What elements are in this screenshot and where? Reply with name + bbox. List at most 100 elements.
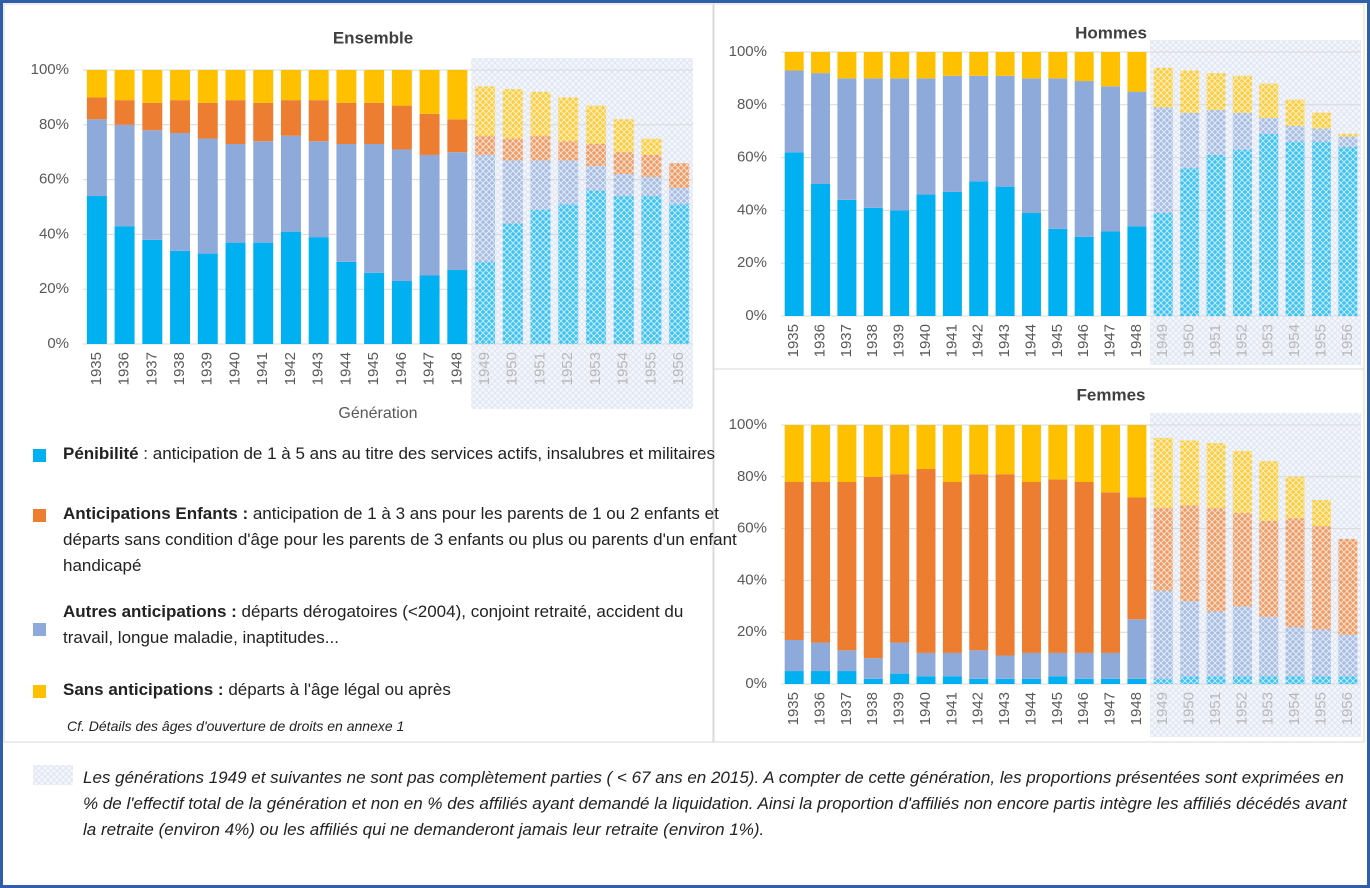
x-tick-label: 1940 — [917, 692, 934, 725]
bar-segment — [890, 78, 910, 211]
x-tick-label: 1943 — [310, 352, 327, 385]
bar-segment — [86, 97, 107, 120]
legend-description: départs dérogatoires (<2004), conjoint r… — [63, 602, 684, 647]
hatch-overlay — [1153, 437, 1173, 508]
legend-swatch — [33, 685, 46, 698]
bar-segment — [391, 280, 412, 344]
bar-segment — [1048, 78, 1068, 229]
legend-item: Anticipations Enfants : anticipation de … — [33, 501, 738, 579]
bar-segment — [447, 70, 468, 120]
bar-segment — [142, 239, 163, 344]
y-tick-label: 60% — [737, 149, 767, 166]
bar-segment — [1127, 678, 1147, 684]
bar-segment — [890, 210, 910, 316]
hatch-overlay — [1232, 149, 1252, 316]
hatch-overlay — [1338, 136, 1358, 148]
x-tick-label: 1947 — [1102, 324, 1119, 357]
x-tick-label: 1950 — [1181, 324, 1198, 357]
bar-segment — [837, 199, 857, 316]
hatch-overlay — [1180, 676, 1200, 684]
x-tick-label: 1938 — [864, 692, 881, 725]
bar-segment — [170, 100, 191, 134]
legend-swatch — [33, 449, 46, 462]
bar-segment — [1021, 678, 1041, 684]
hatch-overlay — [585, 165, 606, 191]
hatch-overlay — [475, 135, 496, 155]
x-tick-label: 1953 — [1260, 692, 1277, 725]
hatch-overlay — [1311, 629, 1331, 677]
bar-segment — [890, 642, 910, 674]
bar-segment — [142, 130, 163, 240]
y-tick-label: 60% — [737, 520, 767, 537]
x-tick-label: 1941 — [254, 352, 271, 385]
bar-segment — [995, 425, 1015, 475]
bar-segment — [197, 70, 218, 103]
x-tick-label: 1947 — [421, 352, 438, 385]
y-tick-label: 80% — [39, 116, 69, 133]
hatch-overlay — [502, 223, 523, 344]
bar-segment — [1101, 52, 1121, 87]
x-tick-label: 1946 — [1075, 324, 1092, 357]
hatch-overlay — [641, 196, 662, 344]
hatch-overlay — [1338, 634, 1358, 677]
hatch-overlay — [613, 196, 634, 344]
legend-item: Autres anticipations : départs dérogatoi… — [33, 599, 738, 651]
bar-segment — [837, 650, 857, 672]
bar-segment — [114, 124, 135, 227]
x-tick-label: 1954 — [615, 352, 632, 385]
bar-segment — [1048, 652, 1068, 677]
x-tick-label: 1937 — [838, 324, 855, 357]
bar-segment — [995, 186, 1015, 316]
x-tick-label: 1939 — [199, 352, 216, 385]
bar-segment — [197, 138, 218, 254]
x-tick-label: 1956 — [1339, 324, 1356, 357]
x-tick-label: 1938 — [171, 352, 188, 385]
hatch-overlay — [1311, 676, 1331, 684]
bar-segment — [969, 650, 989, 679]
x-tick-label: 1948 — [1128, 324, 1145, 357]
bar-segment — [890, 52, 910, 79]
bar-segment — [1074, 652, 1094, 679]
hatch-overlay — [1232, 75, 1252, 113]
x-tick-label: 1948 — [448, 352, 465, 385]
hatch-overlay — [1232, 112, 1252, 150]
hatch-overlay — [1206, 73, 1226, 111]
y-tick-label: 40% — [39, 225, 69, 242]
bar-segment — [784, 671, 804, 684]
bar-segment — [1021, 52, 1041, 79]
hatch-swatch — [33, 765, 73, 785]
hatch-overlay — [613, 174, 634, 197]
hatch-overlay — [1232, 676, 1252, 684]
legend-description: départs à l'âge légal ou après — [223, 680, 451, 699]
hatch-overlay — [1259, 616, 1279, 677]
bar-segment — [1101, 425, 1121, 493]
legend-name: Sans anticipations : — [63, 680, 224, 699]
x-tick-label: 1945 — [365, 352, 382, 385]
hatch-overlay — [641, 138, 662, 155]
hatch-overlay — [475, 154, 496, 262]
hatch-overlay — [530, 135, 551, 161]
bar-segment — [942, 676, 962, 684]
y-tick-label: 20% — [737, 254, 767, 271]
bar-segment — [916, 676, 936, 684]
bar-segment — [995, 474, 1015, 656]
bar-segment — [336, 143, 357, 262]
bar-segment — [1127, 91, 1147, 227]
x-tick-label: 1949 — [1154, 692, 1171, 725]
x-tick-label: 1941 — [943, 324, 960, 357]
hatch-overlay — [1259, 461, 1279, 521]
bar-segment — [1048, 425, 1068, 480]
bar-segment — [784, 639, 804, 672]
bar-segment — [336, 102, 357, 144]
x-tick-label: 1952 — [559, 352, 576, 385]
x-tick-label: 1937 — [143, 352, 160, 385]
bar-segment — [784, 152, 804, 316]
bar-segment — [308, 141, 329, 238]
bar-segment — [916, 469, 936, 653]
x-tick-label: 1936 — [812, 324, 829, 357]
x-tick-label: 1955 — [1312, 692, 1329, 725]
hatch-overlay — [1180, 505, 1200, 602]
hatch-overlay — [1153, 107, 1173, 214]
legend-item: Sans anticipations : départs à l'âge lég… — [33, 677, 738, 703]
hatch-overlay — [1285, 676, 1305, 684]
